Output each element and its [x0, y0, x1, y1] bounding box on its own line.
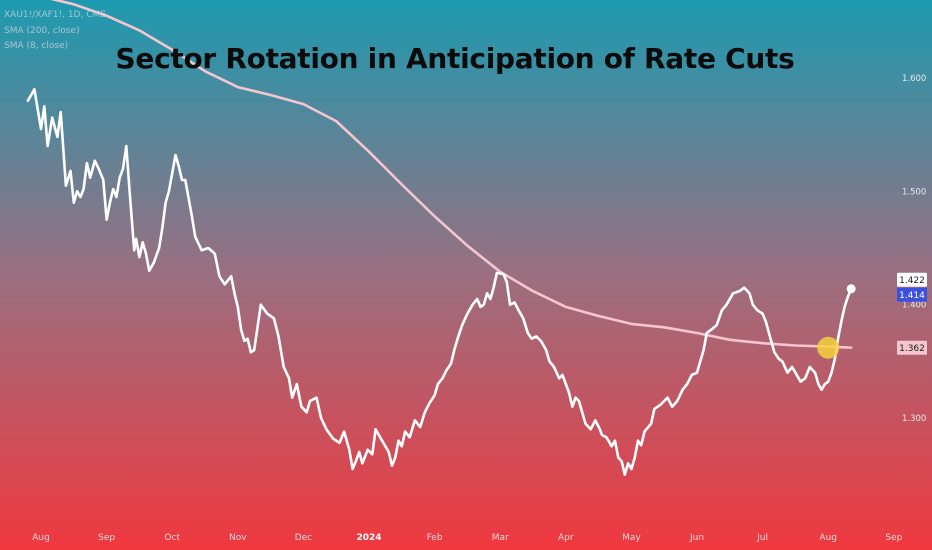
x-tick-label: Apr: [558, 533, 574, 543]
x-tick-label: May: [622, 533, 641, 543]
x-tick-label: 2024: [356, 533, 381, 543]
sma-long-last-value-badge: 1.362: [897, 340, 927, 355]
series-line-sma-long: [50, 0, 853, 349]
x-tick-label: Mar: [492, 533, 509, 543]
x-tick-label: Dec: [295, 533, 312, 543]
legend-sma200-line[interactable]: SMA (200, close): [4, 26, 80, 36]
x-tick-label: Aug: [32, 533, 50, 543]
legend-sma8-line[interactable]: SMA (8, close): [4, 41, 68, 51]
price-last-value-badge: 1.422: [897, 272, 927, 287]
y-tick-label: 1.300: [902, 414, 926, 424]
price-badge-label: 1.422: [899, 276, 925, 286]
y-axis: 1.300 1.400 1.500 1.600: [902, 74, 926, 424]
sma-short-badge-label: 1.414: [899, 291, 925, 301]
last-value-badges: 1.422 1.414 1.362: [897, 272, 927, 355]
legend-symbol-line[interactable]: XAU1!/XAF1!, 1D, CME: [4, 10, 106, 20]
x-tick-label: Jun: [689, 533, 704, 543]
y-tick-label: 1.600: [902, 74, 926, 84]
sma-long-badge-box: [897, 340, 927, 355]
highlight-marker: [817, 336, 840, 359]
x-axis: Aug Sep Oct Nov Dec 2024 Feb Mar Apr May Jun Jul Aug…: [32, 533, 902, 543]
x-tick-label: Sep: [98, 533, 115, 543]
legend: XAU1!/XAF1!, 1D, CME SMA (200, close) SM…: [4, 10, 106, 51]
x-tick-label: Feb: [427, 533, 443, 543]
sma-short-last-value-badge: 1.414: [897, 287, 927, 302]
sma-short-badge-box: [897, 287, 927, 302]
x-tick-label: Jul: [756, 533, 768, 543]
x-tick-label: Sep: [885, 533, 902, 543]
price-end-dot: [846, 284, 856, 294]
y-tick-label: 1.500: [902, 187, 926, 197]
series-line-price: [26, 88, 853, 476]
x-tick-label: Aug: [819, 533, 837, 543]
chart-title: Sector Rotation in Anticipation of Rate …: [116, 42, 795, 75]
y-tick-label: 1.400: [902, 301, 926, 311]
x-tick-label: Nov: [229, 533, 247, 543]
sma-long-badge-label: 1.362: [899, 344, 925, 354]
price-badge-box: [897, 272, 927, 287]
series-layer: [26, 0, 853, 476]
x-tick-label: Oct: [164, 533, 180, 543]
